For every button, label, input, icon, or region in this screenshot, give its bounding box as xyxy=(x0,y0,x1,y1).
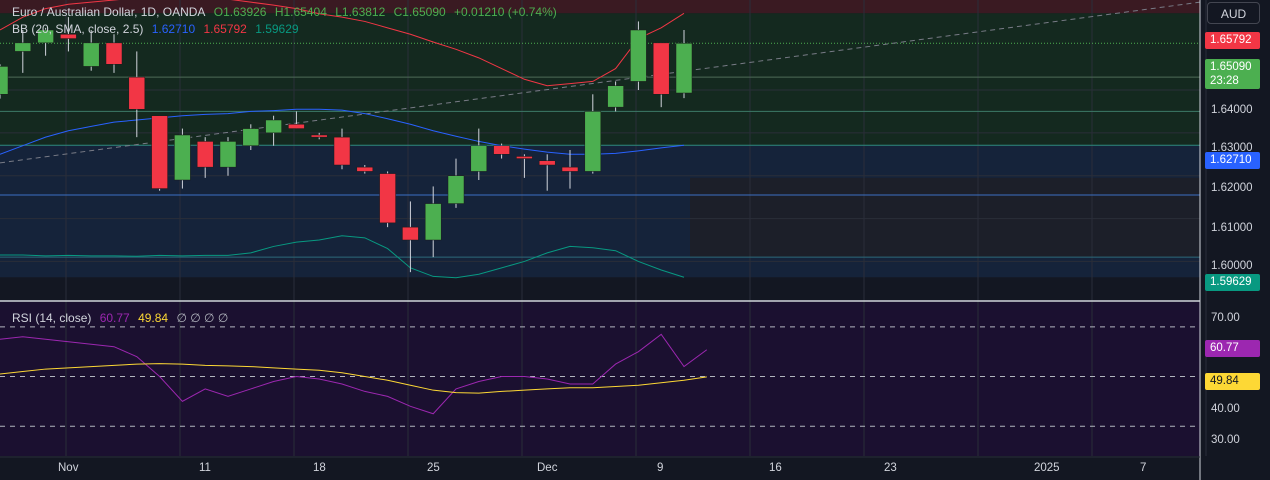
candle-body xyxy=(356,166,374,172)
trend-line xyxy=(0,1,1201,164)
candle-body xyxy=(424,203,442,241)
upper-zone-shade xyxy=(0,0,1200,14)
ohlc-open: O1.63926 xyxy=(213,5,267,19)
candle-body xyxy=(493,145,510,155)
rsi-ma-value-badge: 49.84 xyxy=(1205,373,1260,390)
candle-body xyxy=(14,42,32,52)
rsi-pane-background xyxy=(0,302,1200,456)
bb-lower-value: 1.59629 xyxy=(255,22,299,36)
bb-lower-line xyxy=(0,235,685,279)
time-label-23: 23 xyxy=(884,462,897,474)
candle-body xyxy=(196,141,214,168)
time-label-2025: 2025 xyxy=(1034,462,1060,474)
time-label-nov: Nov xyxy=(58,462,79,474)
time-label-9: 9 xyxy=(657,462,664,474)
rsi-value: 60.77 xyxy=(99,311,130,325)
symbol-legend: Euro / Australian Dollar, 1D, OANDA O1.6… xyxy=(12,5,562,19)
symbol-title[interactable]: Euro / Australian Dollar, 1D, OANDA xyxy=(12,5,206,19)
rsi-line xyxy=(0,333,708,415)
candle-body xyxy=(105,42,123,65)
rsi-value-badge: 60.77 xyxy=(1205,340,1260,357)
candle-body xyxy=(82,42,100,67)
bb-name: BB (20, SMA, close, 2.5) xyxy=(12,22,144,36)
bb-upper-line xyxy=(0,0,685,87)
ohlc-close: C1.65090 xyxy=(393,5,446,19)
candle-body xyxy=(447,175,465,204)
bb-lower-price-badge: 1.59629 xyxy=(1205,274,1260,291)
rsi-tick-30: 30.00 xyxy=(1211,434,1240,446)
time-label-25: 25 xyxy=(427,462,440,474)
rsi-tick-70: 70.00 xyxy=(1211,312,1240,324)
time-label-18: 18 xyxy=(313,462,326,474)
candle-body xyxy=(584,111,602,172)
bb-upper-price-badge: 1.65792 xyxy=(1205,32,1260,49)
candle-body xyxy=(561,166,579,172)
candle-body xyxy=(174,134,191,181)
currency-button[interactable]: AUD xyxy=(1207,2,1260,24)
time-label-11: 11 xyxy=(199,462,211,474)
candle-body xyxy=(538,160,556,166)
candle-body xyxy=(607,85,624,108)
candle-body xyxy=(60,34,77,39)
candle-body xyxy=(219,141,237,168)
ohlc-low: L1.63812 xyxy=(335,5,386,19)
candle-body xyxy=(630,29,647,82)
candle-body xyxy=(470,145,488,172)
candle-body xyxy=(151,115,168,189)
price-tick-3: 1.62000 xyxy=(1211,182,1253,194)
price-tick-4: 1.61000 xyxy=(1211,222,1253,234)
candle-body xyxy=(288,124,305,129)
candle-body xyxy=(37,29,54,44)
candle-body xyxy=(0,66,9,95)
candle-body xyxy=(310,134,328,138)
last-price: 1.65090 xyxy=(1210,61,1252,73)
bb-basis-value: 1.62710 xyxy=(151,22,196,36)
price-tick-1: 1.64000 xyxy=(1211,104,1253,116)
bb-basis-price-badge: 1.62710 xyxy=(1205,152,1260,169)
candle-body xyxy=(242,128,260,146)
rsi-empty-values: ∅ ∅ ∅ ∅ xyxy=(176,311,229,325)
future-gray-band xyxy=(690,177,1200,258)
bar-countdown: 23:28 xyxy=(1210,75,1239,87)
candle-body xyxy=(379,173,396,224)
bb-upper-value: 1.65792 xyxy=(203,22,247,36)
candle-body xyxy=(516,156,533,159)
time-label-16: 16 xyxy=(769,462,782,474)
rsi-name: RSI (14, close) xyxy=(12,311,92,325)
time-label-dec: Dec xyxy=(537,462,558,474)
rsi-tick-40: 40.00 xyxy=(1211,403,1240,415)
candle-body xyxy=(652,42,670,95)
ohlc-high: H1.65404 xyxy=(274,5,327,19)
candle-body xyxy=(675,43,693,94)
last-price-badge: 1.65090 23:28 xyxy=(1205,59,1260,89)
rsi-ma-value: 49.84 xyxy=(138,311,169,325)
price-tick-2: 1.63000 xyxy=(1211,142,1253,154)
candle-body xyxy=(128,76,146,110)
price-tick-5: 1.60000 xyxy=(1211,260,1253,272)
bollinger-legend[interactable]: BB (20, SMA, close, 2.5) 1.62710 1.65792… xyxy=(12,22,304,36)
rsi-legend[interactable]: RSI (14, close) 60.77 49.84 ∅ ∅ ∅ ∅ xyxy=(12,311,233,325)
time-label-7: 7 xyxy=(1140,462,1147,474)
rsi-ma-line xyxy=(0,363,707,394)
candle-body xyxy=(402,226,419,241)
ohlc-change: +0.01210 (+0.74%) xyxy=(454,5,557,19)
candle-body xyxy=(265,119,282,134)
candle-body xyxy=(333,136,351,166)
